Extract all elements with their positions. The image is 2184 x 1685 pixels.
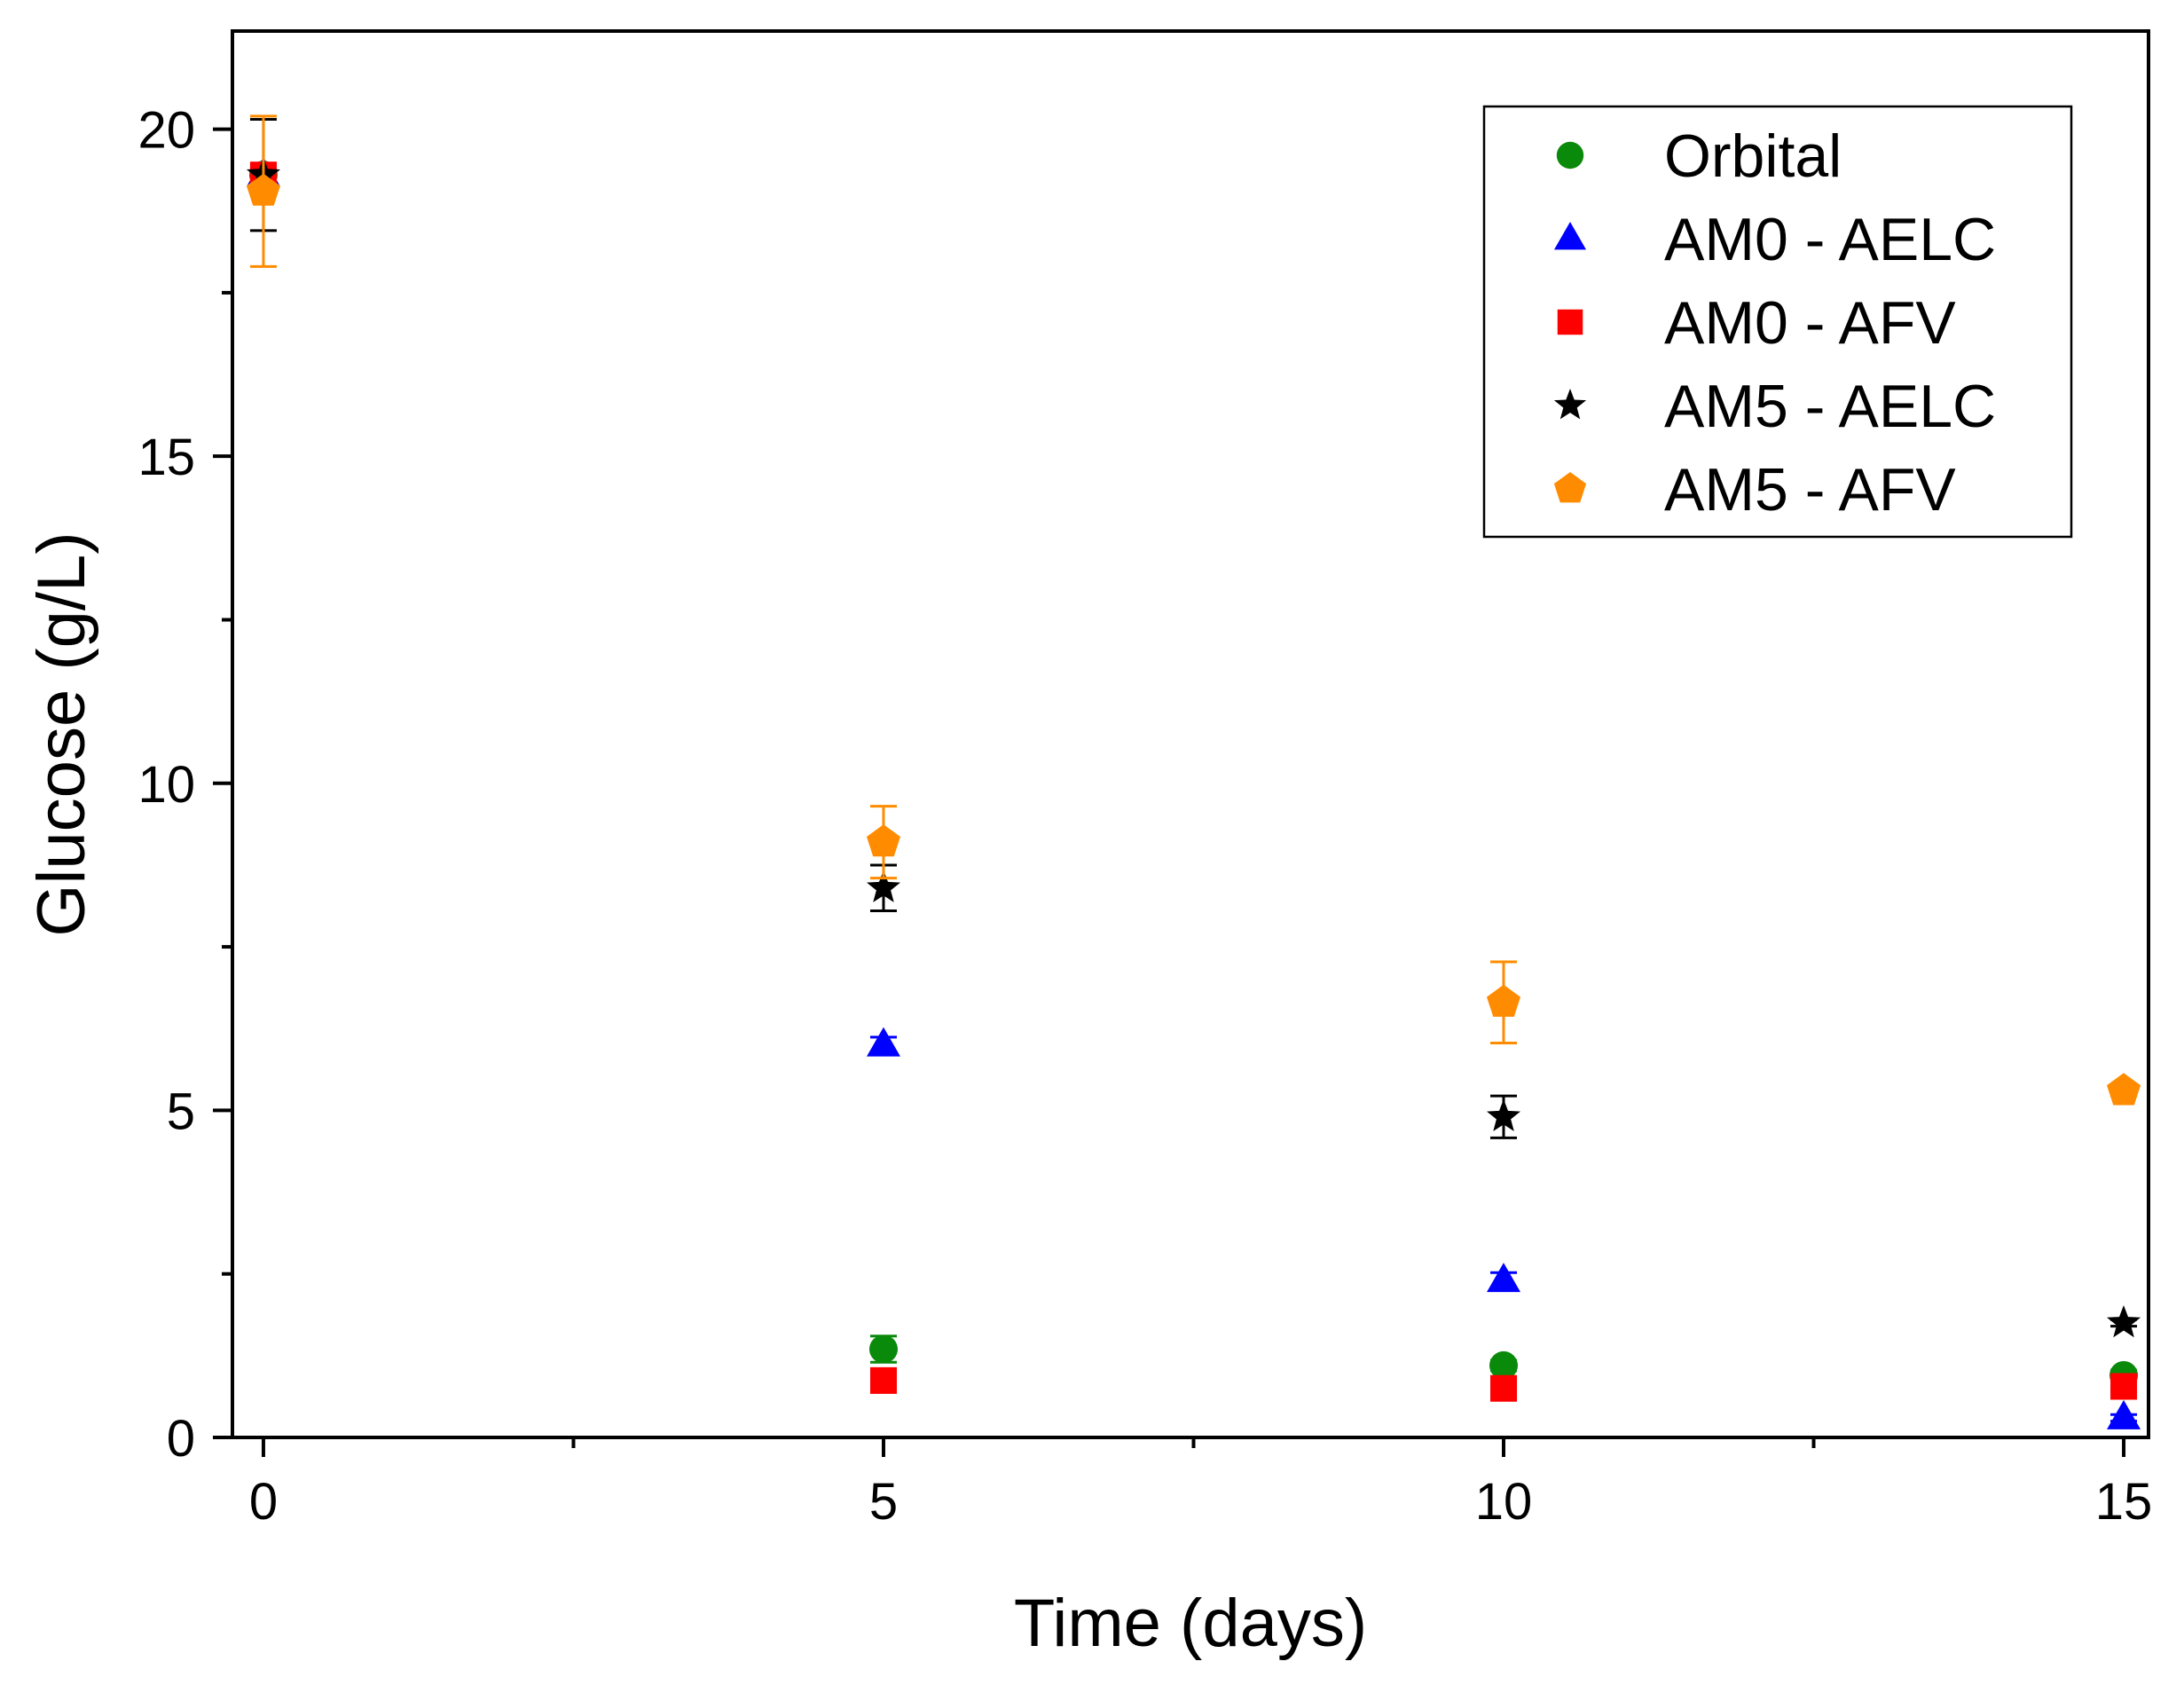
y-tick-label: 10 [137,756,195,814]
legend-label: AM5 - AFV [1664,456,1956,524]
legend-label: AM5 - AELC [1664,373,1996,440]
marker-star [867,870,900,902]
legend-label: Orbital [1664,122,1842,190]
marker-pentagon [867,824,900,857]
plot-border [231,29,2150,1439]
y-axis-title: Glucose (g/L) [24,531,99,936]
x-axis-title: Time (days) [1014,1586,1367,1661]
data-layer [246,114,2141,1429]
legend-item: Orbital [1556,122,1842,190]
marker-triangle [1487,1263,1521,1293]
y-tick-label: 15 [137,429,195,486]
y-axis: 0 5 10 15 20 [137,102,232,1468]
y-tick-label: 20 [137,102,195,160]
x-tick-label: 0 [249,1473,278,1531]
legend: Orbital AM0 - AELC AM0 - AFV AM5 - AELC AM5 … [1482,105,2073,539]
legend-item: AM0 - AELC [1553,206,1996,273]
marker-circle [1556,141,1584,169]
marker-circle [1489,1350,1519,1380]
marker-star [2107,1305,2141,1338]
marker-pentagon [246,173,280,206]
marker-star [1487,1098,1520,1131]
marker-pentagon [1553,472,1587,503]
marker-pentagon [1487,984,1520,1017]
marker-square [1557,309,1583,335]
y-tick-label: 0 [167,1410,195,1468]
marker-star [1553,389,1587,420]
legend-label: AM0 - AFV [1664,289,1956,357]
x-tick-label: 10 [1475,1473,1533,1531]
marker-square [869,1366,897,1394]
marker-pentagon [2107,1073,2141,1106]
legend-item: AM0 - AFV [1557,289,1956,357]
legend-item: AM5 - AFV [1553,456,1956,524]
marker-triangle [866,1027,900,1057]
series-am5-afv [246,114,2141,1106]
legend-item: AM5 - AELC [1553,373,1996,440]
x-axis: 0 5 10 15 [249,1437,2152,1531]
plot-frame [231,29,2150,1439]
marker-circle [868,1335,898,1364]
marker-square [1490,1374,1518,1402]
marker-triangle [1553,222,1587,250]
legend-label: AM0 - AELC [1664,206,1996,273]
marker-square [2110,1373,2138,1400]
x-tick-label: 5 [869,1473,898,1531]
marker-triangle [2107,1399,2141,1429]
x-tick-label: 15 [2095,1473,2153,1531]
y-tick-label: 5 [167,1083,195,1140]
